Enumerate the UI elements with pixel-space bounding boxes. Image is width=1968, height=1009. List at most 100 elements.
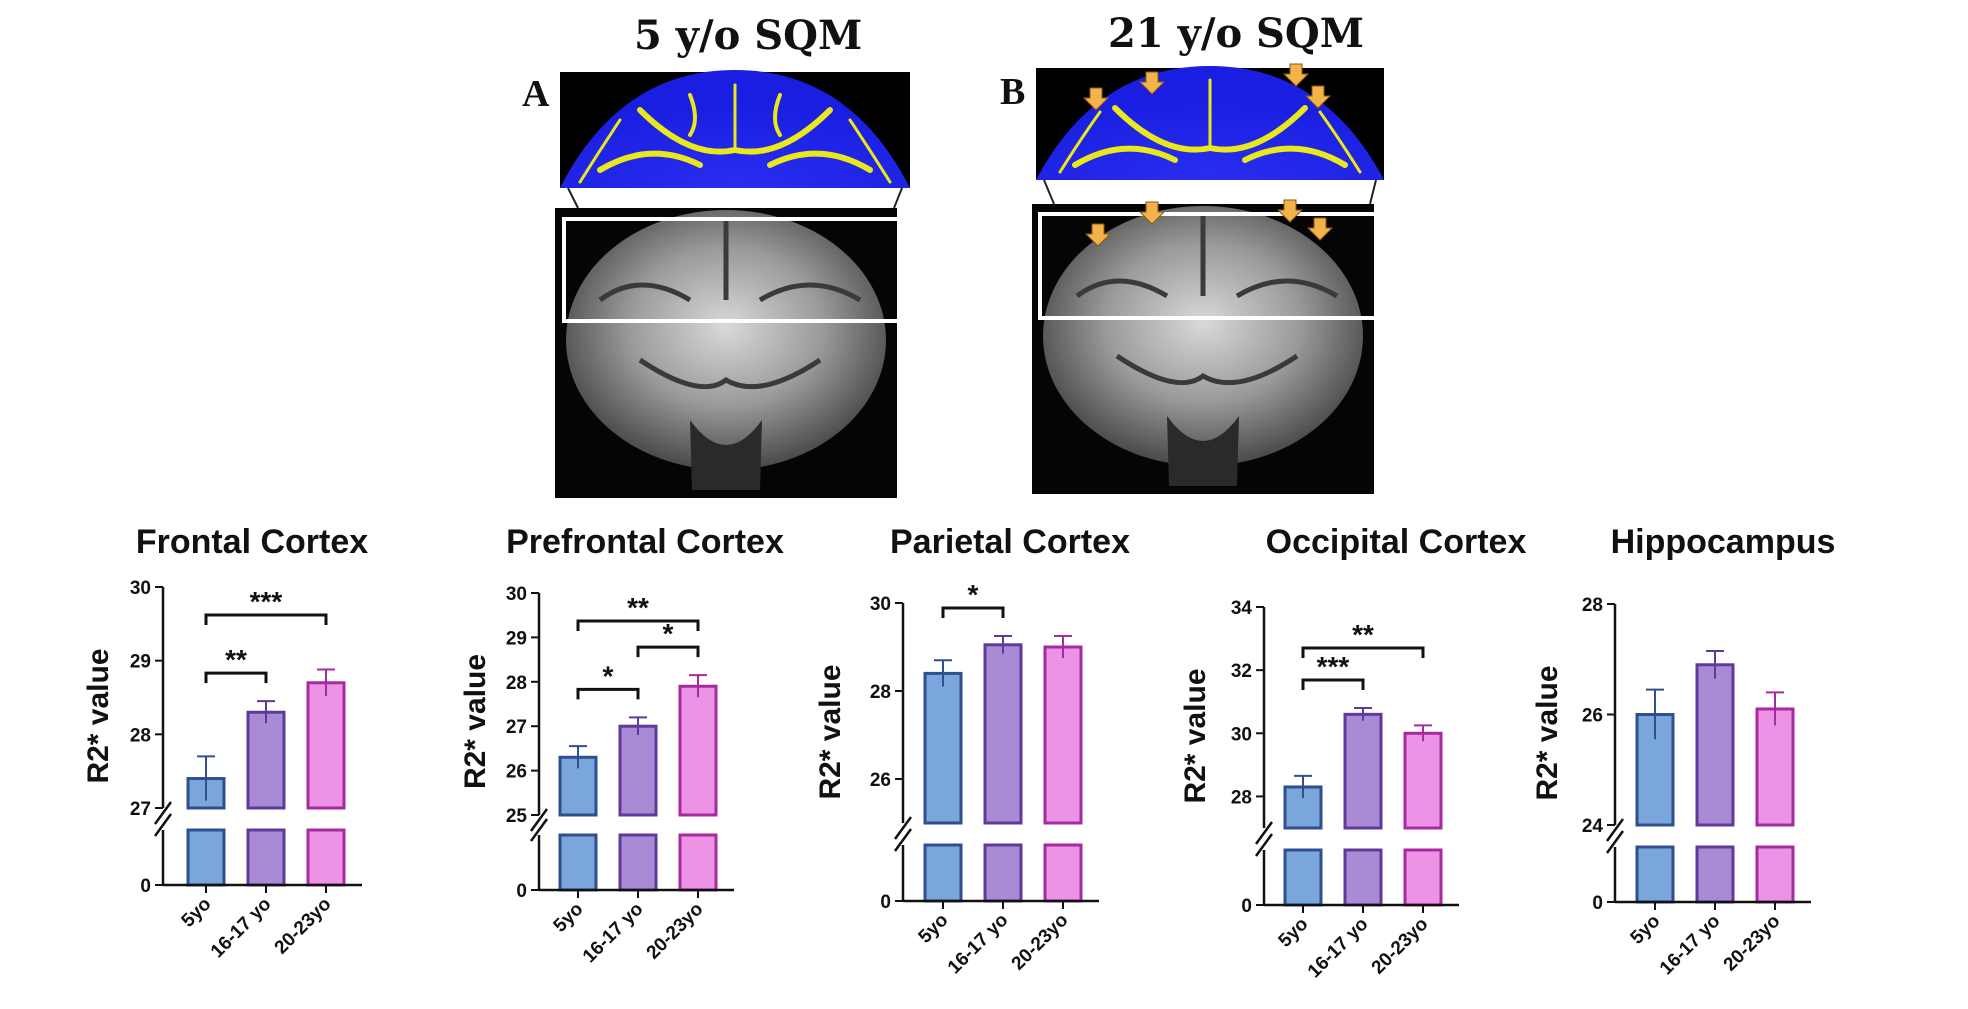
significance-label: *: [663, 618, 674, 649]
bar-lower-16-17 yo: [1695, 845, 1735, 904]
bar-upper-16-17 yo: [1343, 712, 1383, 830]
y-tick-label: 32: [1231, 661, 1252, 682]
panel-a-brain-folds: [598, 220, 862, 390]
bar-lower-16-17 yo: [246, 828, 286, 887]
chart-title: Frontal Cortex: [136, 523, 368, 561]
significance-label: *: [603, 660, 614, 691]
significance-label: ***: [1317, 651, 1350, 682]
bar-upper-20-23yo: [678, 684, 718, 817]
x-tick-label: 5yo: [1627, 911, 1665, 949]
panel-b-title: 21 y/o SQM: [1108, 10, 1365, 57]
y-tick-label: 30: [506, 584, 527, 605]
y-tick-label: 27: [506, 717, 527, 738]
axis-break-mark: [1254, 833, 1274, 857]
significance-label: *: [968, 579, 979, 610]
x-tick-label: 20-23yo: [1720, 911, 1785, 976]
bar-upper-20-23yo: [1755, 707, 1795, 827]
bar-upper-16-17 yo: [618, 724, 658, 817]
y-axis-label: R2* value: [82, 648, 115, 783]
x-tick-label: 5yo: [178, 894, 216, 932]
panel-b-mri-arrows: [1084, 199, 1334, 247]
panel-b-zoom-line-left: [1043, 179, 1055, 205]
axis-break-mark: [893, 828, 913, 852]
y-tick-label: 25: [506, 806, 528, 827]
panel-a-brainstem: [690, 420, 762, 490]
y-tick-label: 0: [880, 892, 891, 913]
y-tick-label: 29: [130, 652, 151, 673]
significance-label: **: [1352, 619, 1374, 650]
x-tick-label: 16-17 yo: [207, 894, 276, 963]
significance-bracket: [1301, 646, 1425, 659]
y-axis-label: R2* value: [1179, 668, 1212, 803]
bar-lower-20-23yo: [1755, 845, 1795, 904]
bar-lower-20-23yo: [306, 828, 346, 887]
x-tick-label: 20-23yo: [1368, 914, 1433, 979]
bar-upper-20-23yo: [306, 681, 346, 810]
y-tick-label: 26: [1582, 706, 1603, 727]
chart-title: Parietal Cortex: [890, 523, 1130, 561]
panel-b-heatmap-arrows: [1082, 63, 1332, 111]
panel-b-brain-folds: [1075, 216, 1339, 386]
chart-title: Occipital Cortex: [1266, 523, 1527, 561]
x-tick-label: 5yo: [550, 899, 588, 937]
y-tick-label: 28: [1231, 787, 1252, 808]
panel-a-heatmap-signal: [578, 83, 892, 184]
panel-b-brain: [1043, 206, 1363, 466]
panel-b-brainstem: [1167, 416, 1239, 486]
chart-title: Hippocampus: [1611, 523, 1836, 561]
significance-label: ***: [250, 586, 283, 617]
y-tick-label: 24: [1582, 816, 1604, 837]
y-tick-label: 26: [506, 762, 527, 783]
y-tick-label: 30: [870, 594, 891, 615]
significance-bracket: [1301, 678, 1365, 691]
bar-lower-16-17 yo: [618, 833, 658, 892]
panel-b-heatmap-signal: [1058, 78, 1362, 174]
significance-label: **: [627, 592, 649, 623]
bar-lower-20-23yo: [678, 833, 718, 892]
significance-bracket: [576, 687, 640, 700]
y-tick-label: 30: [130, 578, 151, 599]
panel-a-roi-box: [562, 217, 901, 323]
significance-bracket: [204, 671, 268, 684]
bar-lower-5yo: [923, 843, 963, 903]
bar-lower-20-23yo: [1043, 843, 1083, 903]
x-tick-label: 5yo: [915, 910, 953, 948]
bar-upper-5yo: [923, 671, 963, 825]
y-axis-label: R2* value: [459, 654, 492, 789]
bar-lower-5yo: [558, 833, 598, 892]
panel-b-letter: B: [1000, 71, 1026, 113]
axis-break-mark: [893, 816, 913, 840]
y-tick-label: 28: [130, 725, 151, 746]
significance-bracket: [636, 645, 700, 658]
y-tick-label: 0: [1592, 893, 1603, 914]
bar-lower-5yo: [1635, 845, 1675, 904]
y-tick-label: 27: [130, 799, 151, 820]
x-tick-label: 5yo: [1275, 914, 1313, 952]
x-tick-label: 16-17 yo: [944, 910, 1013, 979]
axis-break-mark: [1254, 821, 1274, 845]
y-tick-label: 29: [506, 628, 527, 649]
y-tick-label: 34: [1231, 598, 1253, 619]
significance-bracket: [576, 619, 700, 631]
x-tick-label: 16-17 yo: [1304, 914, 1373, 983]
axis-break-mark: [529, 818, 549, 842]
y-tick-label: 0: [1241, 896, 1252, 917]
bar-upper-20-23yo: [1043, 645, 1083, 825]
x-tick-label: 16-17 yo: [579, 899, 648, 968]
bar-lower-16-17 yo: [1343, 848, 1383, 907]
bar-upper-20-23yo: [1403, 731, 1443, 830]
bar-upper-16-17 yo: [246, 710, 286, 810]
y-tick-label: 28: [870, 682, 891, 703]
x-tick-label: 20-23yo: [643, 899, 708, 964]
bar-lower-5yo: [186, 828, 226, 887]
panel-a-zoom-line-left: [567, 187, 579, 209]
axis-break-mark: [529, 808, 549, 832]
y-tick-label: 0: [140, 876, 151, 897]
axis-break-mark: [153, 801, 173, 825]
